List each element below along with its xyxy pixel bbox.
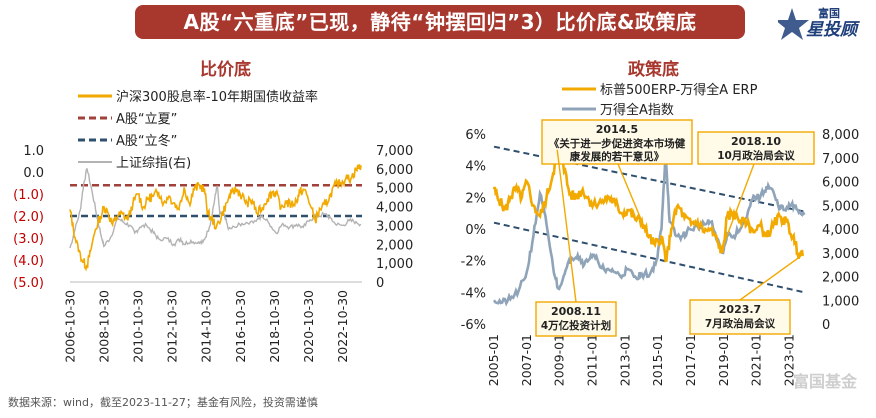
x-tick-label: 2012-10-30 (165, 290, 180, 363)
chart2-title: 政策底 (628, 60, 679, 80)
y-right-tick-label: 7,000 (376, 144, 413, 159)
annotation-text: 10月政治局会议 (717, 149, 795, 162)
x-tick-label: 2011-01 (585, 334, 600, 386)
x-tick-label: 2005-01 (486, 334, 501, 386)
x-tick-label: 2022-10-30 (335, 290, 350, 363)
x-tick-label: 2021-01 (749, 334, 764, 386)
chart2-legend: 标普500ERP-万得全A ERP 万得全A指数 (562, 82, 758, 118)
y-right-tick-label: 6,000 (822, 176, 859, 191)
x-tick-label: 2016-10-30 (233, 290, 248, 363)
page-title: A股“六重底”已现，静待“钟摆回归”3）比价底&政策底 (135, 5, 745, 39)
y-right-tick-label: 3,000 (376, 219, 413, 234)
y-left-tick-label: -4% (461, 286, 486, 301)
source-note: 数据来源：wind，截至2023-11-27；基金有风险，投资需谨慎 (8, 396, 318, 409)
logo-small-text: 富国 (818, 6, 840, 20)
x-tick-label: 2013-01 (617, 334, 632, 386)
y-left-tick-label: 6% (465, 128, 486, 143)
series-sse (69, 167, 362, 249)
y-right-tick-label: 4,000 (822, 223, 859, 238)
y-right-tick-label: 0 (822, 318, 830, 333)
y-right-tick-label: 2,000 (822, 271, 859, 286)
x-tick-label: 2008-10-30 (97, 290, 112, 363)
chart1: 沪深300股息率-10年期国债收益率 A股“立夏” A股“立冬” 上证综指(右)… (13, 89, 413, 363)
annotation-box (697, 131, 815, 165)
trend-lower-line (493, 221, 805, 294)
annotation-box (689, 299, 791, 335)
x-tick-label: 2014-10-30 (199, 290, 214, 363)
y-right-tick-label: 5,000 (376, 182, 413, 197)
legend-label-sse: 上证综指(右) (116, 156, 191, 171)
legend-label-yield: 沪深300股息率-10年期国债收益率 (116, 89, 318, 105)
legend-label-erp: 标普500ERP-万得全A ERP (600, 82, 758, 98)
annotation-text-line2: 康发展的若干意见》 (570, 150, 665, 163)
watermark: 富国基金 (793, 372, 858, 391)
chart2: 标普500ERP-万得全A ERP 万得全A指数 6% 4% 2% 0% -2% -4% -… (461, 82, 860, 386)
y-right-tick-label: 7,000 (822, 152, 859, 167)
y-left-tick-label: -2% (461, 255, 486, 270)
annotation-box (541, 119, 693, 165)
y-left-tick-label: (2.0) (13, 210, 44, 225)
y-left-tick-label: 1.0 (23, 144, 44, 159)
x-tick-label: 2018-10-30 (267, 290, 282, 363)
x-tick-label: 2019-01 (716, 334, 731, 386)
y-right-tick-label: 4,000 (376, 201, 413, 216)
y-right-tick-label: 5,000 (822, 199, 859, 214)
y-right-tick-label: 3,000 (822, 247, 859, 262)
legend-label-wind: 万得全A指数 (600, 102, 674, 118)
y-right-tick-label: 6,000 (376, 163, 413, 178)
chart1-title: 比价底 (200, 60, 251, 80)
legend-label-lidong: A股“立冬” (116, 133, 177, 149)
y-right-tick-label: 1,000 (376, 257, 413, 272)
annotation-leader-line (556, 149, 577, 303)
x-tick-label: 2023-01 (782, 334, 797, 386)
legend-label-lixia: A股“立夏” (116, 112, 177, 127)
annotation-text: 4万亿投资计划 (541, 319, 611, 332)
y-left-tick-label: (3.0) (13, 232, 44, 247)
y-left-tick-label: 0% (465, 223, 486, 238)
logo: 富国 星投顾 (775, 2, 874, 44)
y-right-tick-label: 2,000 (376, 238, 413, 253)
series-yield-spread (69, 164, 362, 272)
x-tick-label: 2010-10-30 (131, 290, 146, 363)
annotation-date: 2018.10 (731, 135, 781, 148)
y-left-tick-label: 2% (465, 191, 486, 206)
logo-big-text: 星投顾 (806, 20, 860, 40)
x-tick-label: 2015-01 (650, 334, 665, 386)
chart1-legend: 沪深300股息率-10年期国债收益率 A股“立夏” A股“立冬” 上证综指(右) (78, 89, 318, 171)
x-tick-label: 2020-10-30 (301, 290, 316, 363)
y-left-tick-label: (5.0) (13, 276, 44, 291)
annotation-leader-line (617, 163, 650, 238)
annotation-text-line1: 《关于进一步促进资本市场健 (549, 137, 686, 150)
y-left-tick-label: (4.0) (13, 254, 44, 269)
y-right-tick-label: 8,000 (822, 128, 859, 143)
y-left-tick-label: (1.0) (13, 188, 44, 203)
x-tick-label: 2006-10-30 (63, 290, 78, 363)
annotation-date: 2014.5 (596, 123, 638, 136)
annotation-leader-line (719, 163, 755, 253)
annotation-date: 2008.11 (551, 305, 601, 318)
series-erp (492, 147, 804, 263)
y-right-tick-label: 0 (376, 276, 384, 291)
y-right-tick-label: 1,000 (822, 294, 859, 309)
star-icon: 富国 星投顾 (775, 6, 860, 40)
annotation-text: 7月政治局会议 (705, 317, 776, 330)
y-left-tick-label: 0.0 (23, 166, 44, 181)
annotation-box (535, 301, 617, 337)
annotation-leader-line (739, 255, 802, 301)
x-tick-label: 2017-01 (683, 334, 698, 386)
y-left-tick-label: -6% (461, 318, 486, 333)
annotation-date: 2023.7 (719, 303, 761, 316)
y-left-tick-label: 4% (465, 160, 486, 175)
x-tick-label: 2007-01 (519, 334, 534, 386)
x-tick-label: 2009-01 (552, 334, 567, 386)
